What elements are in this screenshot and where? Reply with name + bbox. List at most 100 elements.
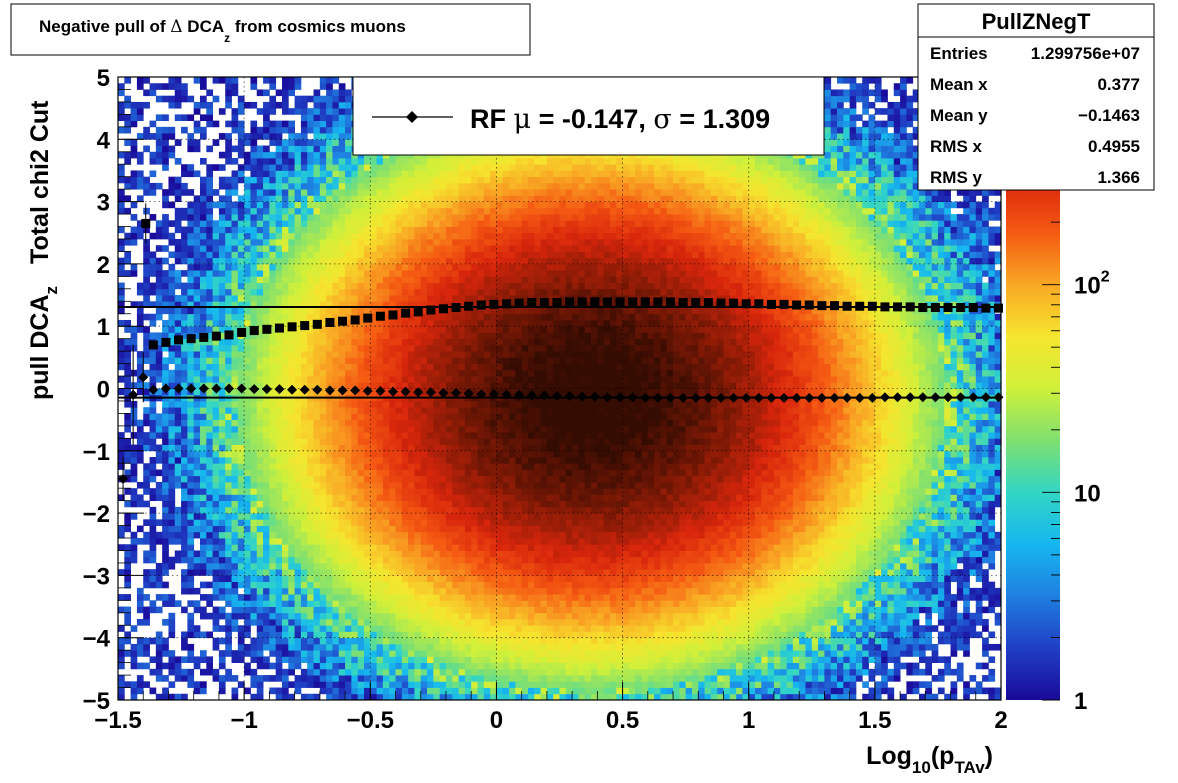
x-tick-label: −1	[230, 707, 257, 734]
rms-profile-point	[868, 302, 877, 311]
y-tick-label: 2	[97, 252, 110, 279]
rms-profile-point	[944, 303, 953, 312]
rms-profile-point	[893, 302, 902, 311]
rms-profile-point	[641, 297, 650, 306]
rms-profile-point	[552, 298, 561, 307]
rms-profile-point	[237, 328, 246, 337]
stats-row-label: RMS x	[930, 137, 983, 156]
rms-profile-point	[325, 318, 334, 327]
x-tick-label: 1	[742, 707, 755, 734]
rms-profile-point	[590, 297, 599, 306]
rms-profile-point	[578, 297, 587, 306]
z-tick-label: 1	[1074, 688, 1087, 715]
rms-profile-point	[969, 303, 978, 312]
rms-profile-point	[275, 324, 284, 333]
y-tick-label: −4	[83, 626, 111, 653]
rms-profile-point	[767, 300, 776, 309]
rms-profile-point	[855, 302, 864, 311]
stats-row-label: Entries	[930, 44, 988, 63]
rms-profile-point	[351, 315, 360, 324]
stats-row-value: −0.1463	[1078, 106, 1140, 125]
rms-profile-point	[843, 302, 852, 311]
y-tick-label: 4	[97, 127, 111, 154]
rms-profile-point	[439, 304, 448, 313]
y-tick-label: −3	[83, 563, 110, 590]
rms-profile-point	[956, 303, 965, 312]
rms-profile-point	[691, 298, 700, 307]
rms-profile-point	[477, 301, 486, 310]
rms-profile-point	[452, 303, 461, 312]
stats-row-value: 1.299756e+07	[1031, 44, 1140, 63]
rms-profile-point	[199, 333, 208, 342]
rms-profile-point	[262, 325, 271, 334]
x-tick-label: −0.5	[347, 707, 394, 734]
y-tick-label: 5	[97, 65, 110, 92]
rms-profile-point	[729, 299, 738, 308]
rms-profile-point	[414, 307, 423, 316]
y-tick-label: −2	[83, 501, 110, 528]
legend-entry: RF μ = -0.147, σ = 1.309	[470, 104, 770, 135]
rms-profile-point	[363, 314, 372, 323]
rms-profile-point	[187, 334, 196, 343]
rms-profile-point	[502, 299, 511, 308]
rms-profile-point	[704, 298, 713, 307]
stats-row-value: 0.4955	[1088, 137, 1140, 156]
rms-profile-point	[906, 302, 915, 311]
rms-profile-point	[527, 298, 536, 307]
rms-profile-point	[426, 306, 435, 315]
rms-profile-point	[653, 297, 662, 306]
y-tick-label: −1	[83, 439, 110, 466]
rms-profile-point	[174, 335, 183, 344]
y-tick-label: 1	[97, 314, 110, 341]
rms-profile-point	[250, 326, 259, 335]
rms-profile-point	[388, 310, 397, 319]
rms-profile-point	[994, 304, 1003, 313]
x-tick-label: 0	[490, 707, 503, 734]
rms-profile-point	[830, 301, 839, 310]
rms-profile-point	[805, 301, 814, 310]
stats-row-value: 1.366	[1097, 168, 1140, 187]
rms-profile-point	[716, 299, 725, 308]
y-axis-label: pull DCAzTotal chi2 Cut	[26, 100, 61, 400]
rms-profile-point	[817, 301, 826, 310]
x-tick-label: 0.5	[606, 707, 639, 734]
rms-profile-point	[338, 317, 347, 326]
rms-profile-point	[616, 297, 625, 306]
z-tick-label: 10	[1074, 480, 1101, 507]
rms-profile-point	[666, 297, 675, 306]
rms-profile-point	[515, 299, 524, 308]
x-tick-label: 1.5	[858, 707, 891, 734]
rms-profile-point	[679, 298, 688, 307]
rms-profile-point	[742, 299, 751, 308]
rms-profile-point	[212, 332, 221, 341]
rms-profile-point	[981, 304, 990, 313]
stats-row-label: RMS y	[930, 168, 983, 187]
x-tick-label: 2	[994, 707, 1007, 734]
stats-title: PullZNegT	[982, 9, 1091, 34]
y-tick-label: 3	[97, 190, 110, 217]
rms-profile-point	[754, 299, 763, 308]
rms-profile-point	[288, 322, 297, 331]
rms-profile-point	[792, 301, 801, 310]
stats-row-label: Mean y	[930, 106, 988, 125]
stats-row-label: Mean x	[930, 75, 988, 94]
rms-profile-point	[300, 321, 309, 330]
rms-profile-point	[931, 303, 940, 312]
rms-profile-point	[565, 297, 574, 306]
rms-profile-point	[161, 338, 170, 347]
rms-profile-point	[780, 300, 789, 309]
rms-profile-point	[628, 297, 637, 306]
x-axis-label: Log10(pTAv)	[866, 742, 993, 777]
stats-row-value: 0.377	[1097, 75, 1140, 94]
rms-profile-point	[149, 340, 158, 349]
rms-profile-point	[489, 300, 498, 309]
rms-profile-point	[464, 302, 473, 311]
rms-profile-point	[313, 320, 322, 329]
z-tick-label: 102	[1074, 269, 1110, 300]
rms-profile-point	[603, 297, 612, 306]
rms-profile-point	[880, 302, 889, 311]
y-tick-label: −5	[83, 688, 110, 715]
